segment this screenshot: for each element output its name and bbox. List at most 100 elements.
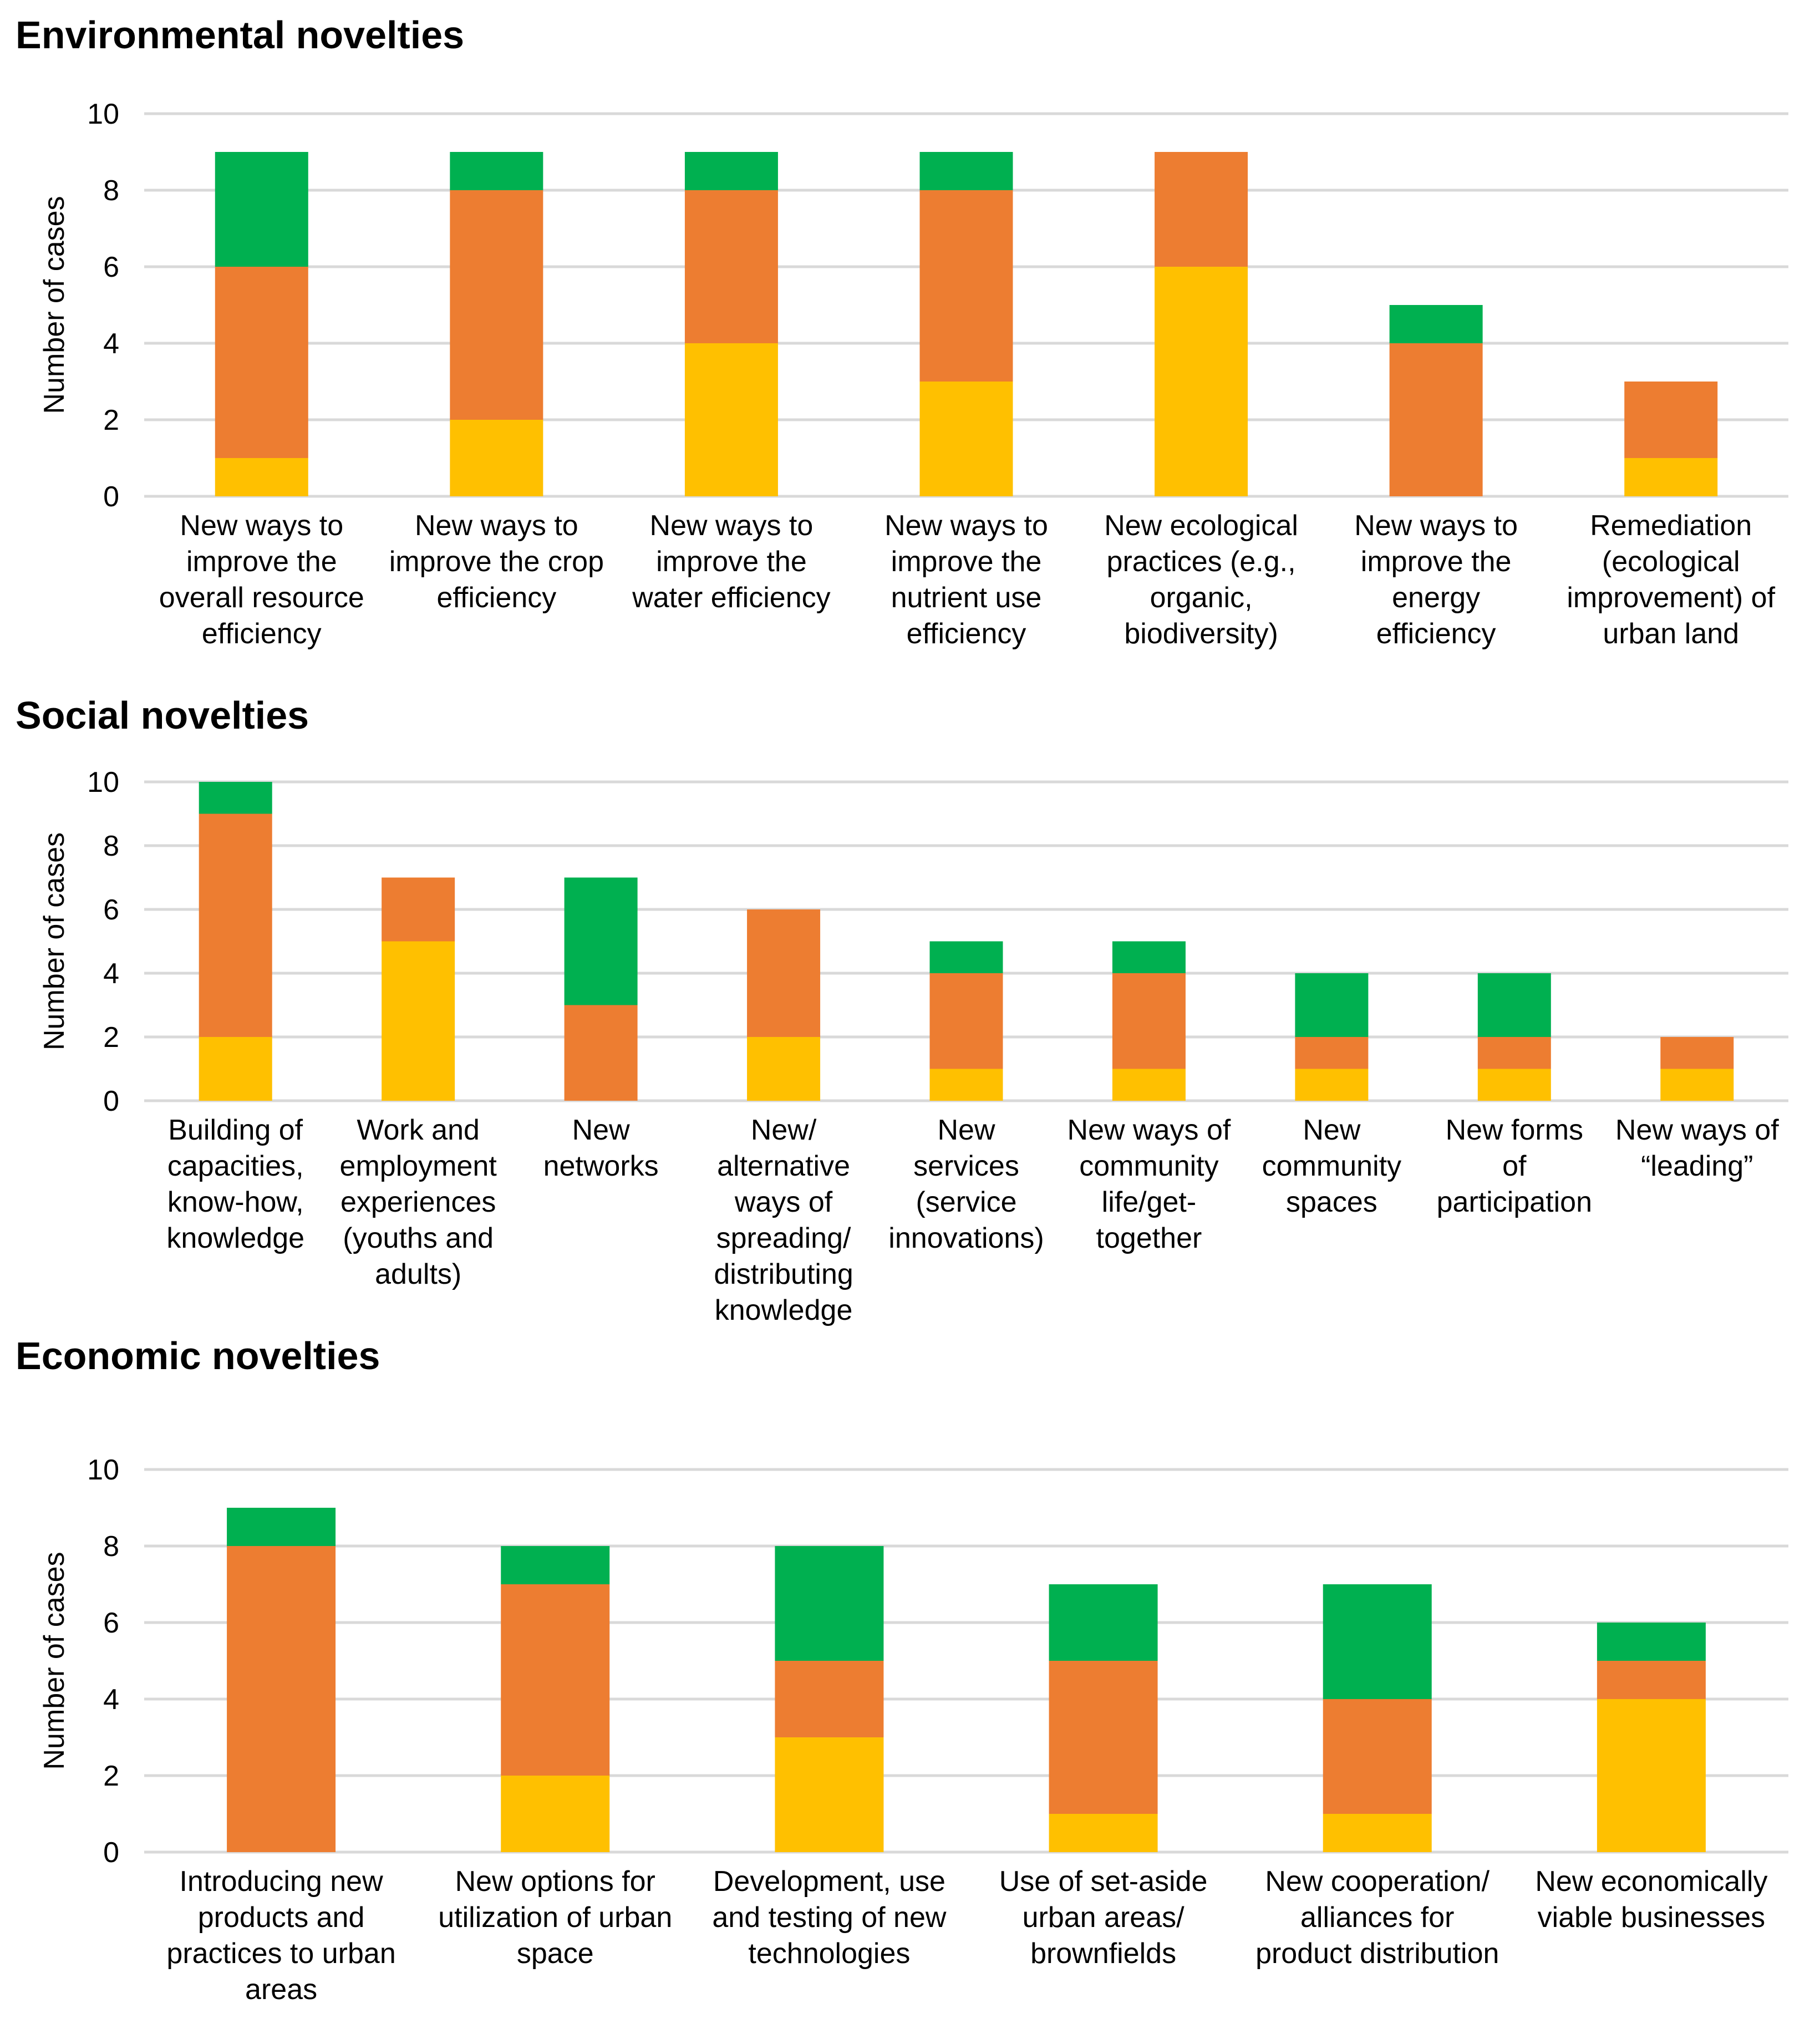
bar-segment-yellow <box>1597 1699 1706 1852</box>
stacked-bar <box>199 782 272 1101</box>
category-label-line: alliances for <box>1300 1901 1454 1934</box>
stacked-bar <box>1049 1584 1158 1852</box>
category-label-line: services <box>913 1150 1019 1182</box>
category-label-line: ways of <box>734 1186 833 1218</box>
category-label: New ways of “leading” <box>1615 1114 1779 1182</box>
bar-segment-yellow <box>450 420 543 496</box>
category-label: Introducing new products and practices to … <box>166 1865 395 2006</box>
category-label-line: practices (e.g., <box>1107 546 1296 578</box>
bar-segment-orange <box>382 877 455 942</box>
category-label: New ways to improve the energy efficiency <box>1354 510 1518 650</box>
bar-segment-yellow <box>684 343 778 496</box>
y-tick-label: 10 <box>87 98 119 130</box>
economic-chart-title: Economic novelties <box>16 1334 380 1377</box>
bar-segment-orange <box>1295 1037 1369 1069</box>
bar-segment-yellow <box>199 1037 272 1101</box>
stacked-bar <box>382 877 455 1101</box>
bar-segment-green <box>1295 973 1369 1037</box>
category-label-line: biodiversity) <box>1124 618 1278 650</box>
stacked-bar <box>1295 973 1369 1101</box>
bar-segment-orange <box>215 267 308 458</box>
category-label-line: together <box>1096 1222 1202 1254</box>
category-label-line: Building of <box>168 1114 303 1146</box>
category-label-line: New <box>1303 1114 1360 1146</box>
category-label: Use of set-aside urban areas/brownfields <box>999 1865 1208 1970</box>
category-label-line: improve the crop <box>389 546 604 578</box>
category-label-line: spreading/ <box>716 1222 851 1254</box>
category-label-line: urban areas/ <box>1023 1901 1185 1934</box>
bar-segment-orange <box>775 1661 884 1737</box>
category-label: New ways of community life/get-together <box>1067 1114 1231 1254</box>
social-novelties-chart: 0 2 4 6 8 10 Number of cases Building of capacit… <box>38 766 1788 1326</box>
category-label-line: Development, use <box>713 1865 945 1898</box>
category-label: New economically viable businesses <box>1535 1865 1767 1934</box>
y-tick-label: 8 <box>103 830 119 862</box>
category-label-line: spaces <box>1286 1186 1377 1218</box>
y-tick-label: 2 <box>103 1760 119 1792</box>
category-label-line: improve the <box>186 546 337 578</box>
bar-segment-yellow <box>1624 458 1718 496</box>
bar-segment-green <box>775 1546 884 1661</box>
y-tick-label: 0 <box>103 1085 119 1117</box>
bar-segment-green <box>564 877 638 1005</box>
y-tick-label: 10 <box>87 1454 119 1486</box>
bar-segment-green <box>684 152 778 190</box>
category-label: New options for utilization of urban space <box>438 1865 672 1970</box>
category-label-line: (youths and <box>343 1222 494 1254</box>
bar-segment-yellow <box>1155 267 1248 496</box>
category-label-line: efficiency <box>907 618 1026 650</box>
category-label-line: New <box>572 1114 630 1146</box>
category-label-line: utilization of urban <box>438 1901 672 1934</box>
category-label-line: New cooperation/ <box>1265 1865 1489 1898</box>
bar-segment-yellow <box>382 941 455 1101</box>
category-label: Work and employment experiences (youths and… <box>340 1114 497 1290</box>
category-label-line: efficiency <box>436 582 556 614</box>
bar-segment-yellow <box>1477 1069 1551 1101</box>
category-label-line: energy <box>1392 582 1480 614</box>
stacked-bar <box>1597 1623 1706 1852</box>
category-label-line: New ways of <box>1067 1114 1231 1146</box>
category-label: Building of capacities, know-how, knowledge <box>166 1114 304 1254</box>
bar-segment-yellow <box>919 382 1013 496</box>
stacked-bar <box>450 152 543 496</box>
category-label-line: New forms <box>1446 1114 1583 1146</box>
category-label-line: New ways to <box>1354 510 1518 542</box>
category-label-line: life/get- <box>1102 1186 1197 1218</box>
category-label-line: New options for <box>455 1865 655 1898</box>
category-label-line: overall resource <box>159 582 364 614</box>
bar-segment-orange <box>929 973 1003 1069</box>
bar-segment-orange <box>919 190 1013 382</box>
category-label-line: New ecological <box>1104 510 1298 542</box>
category-label: Remediation (ecological improvement) of urb… <box>1567 510 1775 650</box>
category-label-line: New ways of <box>1615 1114 1779 1146</box>
category-label-line: capacities, <box>167 1150 304 1182</box>
category-label-line: and testing of new <box>712 1901 947 1934</box>
bar-segment-green <box>1112 941 1186 973</box>
category-label-line: areas <box>245 1974 317 2006</box>
stacked-bar <box>501 1546 610 1852</box>
category-label-line: innovations) <box>888 1222 1044 1254</box>
bar-segment-yellow <box>775 1737 884 1852</box>
category-label-line: efficiency <box>1376 618 1496 650</box>
bar-segment-yellow <box>747 1037 821 1101</box>
category-label-line: New <box>937 1114 995 1146</box>
bar-segment-orange <box>1323 1699 1432 1814</box>
category-label: New/alternative ways of spreading/distribu… <box>714 1114 853 1326</box>
bar-segment-orange <box>1389 343 1483 496</box>
y-tick-label: 8 <box>103 175 119 207</box>
category-label: New ways to improve the water efficiency <box>632 510 830 614</box>
bar-segment-orange <box>1049 1661 1158 1814</box>
category-label: New ecological practices (e.g., organic, bi… <box>1104 510 1298 650</box>
bar-segment-orange <box>1155 152 1248 267</box>
stacked-bar <box>1323 1584 1432 1852</box>
bar-segment-orange <box>1597 1661 1706 1699</box>
category-label-line: of <box>1502 1150 1527 1182</box>
category-label-line: New ways to <box>180 510 343 542</box>
category-label: New ways to improve the crop efficiency <box>389 510 604 614</box>
stacked-bar <box>684 152 778 496</box>
stacked-bar <box>919 152 1013 496</box>
y-tick-label: 6 <box>103 1607 119 1639</box>
category-label-line: networks <box>543 1150 659 1182</box>
category-label-line: adults) <box>375 1258 461 1290</box>
bar-segment-yellow <box>929 1069 1003 1101</box>
